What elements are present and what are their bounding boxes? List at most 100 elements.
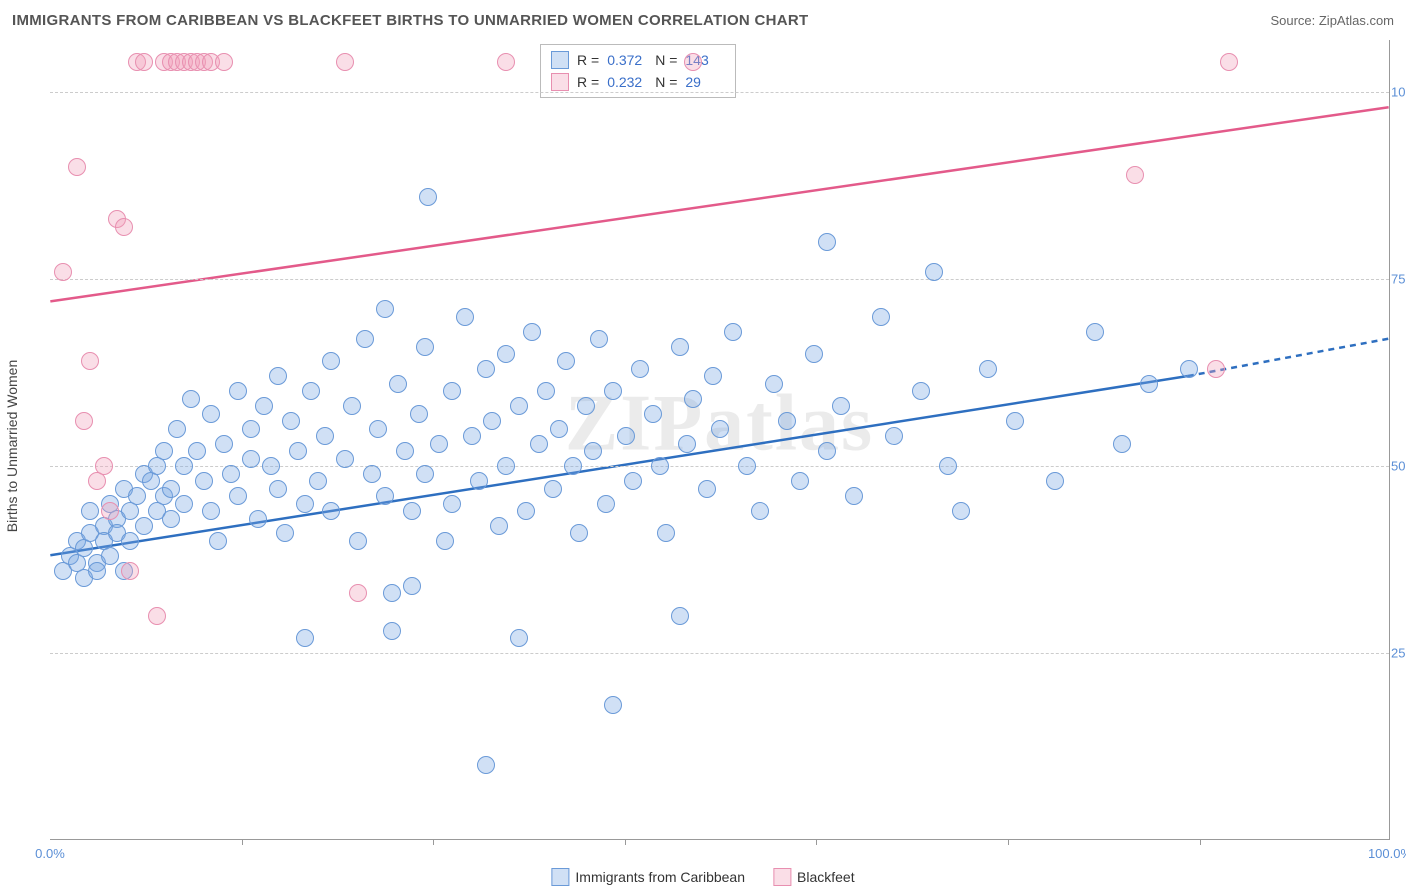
data-point [215, 435, 233, 453]
data-point [54, 263, 72, 281]
x-tick-label: 100.0% [1368, 846, 1406, 861]
data-point [148, 607, 166, 625]
data-point [738, 457, 756, 475]
data-point [577, 397, 595, 415]
data-point [229, 487, 247, 505]
data-point [343, 397, 361, 415]
x-tick-mark [625, 839, 626, 845]
data-point [470, 472, 488, 490]
data-point [1126, 166, 1144, 184]
data-point [1180, 360, 1198, 378]
data-point [912, 382, 930, 400]
data-point [443, 382, 461, 400]
data-point [356, 330, 374, 348]
series-legend: Immigrants from Caribbean Blackfeet [551, 868, 854, 886]
data-point [832, 397, 850, 415]
data-point [651, 457, 669, 475]
gridline [50, 653, 1389, 654]
data-point [564, 457, 582, 475]
data-point [510, 629, 528, 647]
data-point [523, 323, 541, 341]
n-label: N = [655, 49, 677, 71]
data-point [671, 338, 689, 356]
legend-item-a: Immigrants from Caribbean [551, 868, 745, 886]
data-point [101, 547, 119, 565]
data-point [282, 412, 300, 430]
data-point [162, 480, 180, 498]
data-point [885, 427, 903, 445]
x-tick-mark [1008, 839, 1009, 845]
data-point [155, 442, 173, 460]
data-point [229, 382, 247, 400]
data-point [242, 420, 260, 438]
data-point [369, 420, 387, 438]
data-point [322, 502, 340, 520]
data-point [805, 345, 823, 363]
data-point [456, 308, 474, 326]
data-point [383, 584, 401, 602]
data-point [704, 367, 722, 385]
data-point [403, 502, 421, 520]
data-point [363, 465, 381, 483]
y-axis-label: Births to Unmarried Women [4, 360, 20, 532]
data-point [590, 330, 608, 348]
data-point [135, 517, 153, 535]
data-point [376, 300, 394, 318]
data-point [175, 457, 193, 475]
data-point [249, 510, 267, 528]
r-value-a: 0.372 [607, 49, 647, 71]
data-point [818, 442, 836, 460]
data-point [316, 427, 334, 445]
data-point [952, 502, 970, 520]
gridline [50, 92, 1389, 93]
data-point [1086, 323, 1104, 341]
data-point [269, 367, 287, 385]
data-point [255, 397, 273, 415]
source-label: Source: ZipAtlas.com [1270, 13, 1394, 28]
data-point [483, 412, 501, 430]
legend-label-a: Immigrants from Caribbean [575, 869, 745, 885]
data-point [262, 457, 280, 475]
data-point [162, 510, 180, 528]
data-point [336, 450, 354, 468]
data-point [631, 360, 649, 378]
data-point [182, 390, 200, 408]
data-point [81, 352, 99, 370]
data-point [88, 562, 106, 580]
data-point [135, 53, 153, 71]
data-point [121, 562, 139, 580]
gridline [50, 279, 1389, 280]
stats-legend: R = 0.372 N = 143 R = 0.232 N = 29 [540, 44, 736, 98]
data-point [517, 502, 535, 520]
x-tick-mark [433, 839, 434, 845]
data-point [68, 158, 86, 176]
data-point [101, 502, 119, 520]
data-point [1046, 472, 1064, 490]
data-point [349, 584, 367, 602]
data-point [202, 405, 220, 423]
data-point [684, 53, 702, 71]
data-point [497, 345, 515, 363]
data-point [477, 360, 495, 378]
data-point [497, 53, 515, 71]
data-point [396, 442, 414, 460]
trend-lines-svg [50, 40, 1389, 839]
data-point [570, 524, 588, 542]
data-point [410, 405, 428, 423]
data-point [751, 502, 769, 520]
data-point [765, 375, 783, 393]
data-point [584, 442, 602, 460]
data-point [1220, 53, 1238, 71]
data-point [791, 472, 809, 490]
data-point [121, 532, 139, 550]
chart-title: IMMIGRANTS FROM CARIBBEAN VS BLACKFEET B… [12, 12, 809, 29]
data-point [115, 218, 133, 236]
data-point [698, 480, 716, 498]
swatch-b [551, 73, 569, 91]
data-point [617, 427, 635, 445]
swatch-a-icon [551, 868, 569, 886]
y-tick-label: 25.0% [1391, 646, 1406, 661]
data-point [416, 465, 434, 483]
data-point [309, 472, 327, 490]
data-point [168, 420, 186, 438]
